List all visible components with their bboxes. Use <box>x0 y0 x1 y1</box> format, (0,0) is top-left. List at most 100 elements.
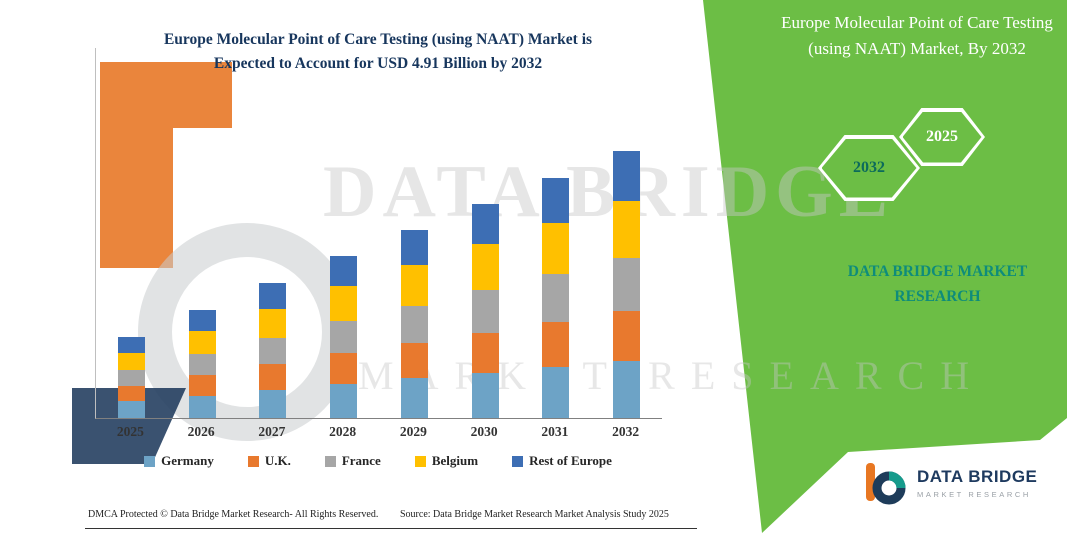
x-axis-label-2026: 2026 <box>187 424 215 439</box>
bar-segment-germany-2027 <box>259 389 287 418</box>
stacked-bar-2030 <box>471 203 499 418</box>
stacked-bar-2026 <box>188 309 216 418</box>
hexagon-2025-inner: 2025 <box>902 111 982 163</box>
legend-swatch-u-k- <box>247 455 259 467</box>
bar-segment-france-2030 <box>471 289 499 333</box>
legend-swatch-rest-of-europe <box>512 455 524 467</box>
bar-segment-rest-of-europe-2032 <box>613 151 641 201</box>
stacked-bar-2029 <box>400 230 428 418</box>
hexagon-2032-inner: 2032 <box>821 138 917 198</box>
bar-segment-france-2028 <box>330 321 358 354</box>
footer-divider <box>85 528 697 529</box>
logo-orange-bar <box>866 463 875 501</box>
x-axis-label-2029: 2029 <box>399 424 427 439</box>
bar-segment-rest-of-europe-2030 <box>471 203 499 244</box>
company-logo-icon <box>866 463 906 505</box>
bar-segment-rest-of-europe-2025 <box>117 336 145 353</box>
side-panel-title: Europe Molecular Point of Care Testing (… <box>781 13 1053 59</box>
side-panel-brand-line2: RESEARCH <box>894 287 981 305</box>
bar-slot-2028 <box>308 48 379 418</box>
hexagon-2025-label: 2025 <box>926 128 958 145</box>
bar-segment-france-2025 <box>117 370 145 386</box>
bar-segment-germany-2032 <box>613 361 641 418</box>
x-axis-label-2028: 2028 <box>329 424 357 439</box>
bar-segment-u-k--2025 <box>117 385 145 402</box>
bar-segment-rest-of-europe-2026 <box>188 309 216 332</box>
bar-segment-belgium-2026 <box>188 331 216 354</box>
bar-segment-france-2032 <box>613 258 641 312</box>
bar-slot-2025 <box>96 48 167 418</box>
chart-legend: Germany U.K. France Belgium Rest of Europe <box>88 453 668 469</box>
x-axis-label-2031: 2031 <box>541 424 569 439</box>
bars-container <box>96 48 662 418</box>
stacked-bar-2025 <box>117 336 145 418</box>
bar-segment-france-2031 <box>542 274 570 323</box>
bar-segment-u-k--2026 <box>188 375 216 396</box>
legend-label-rest-of-europe: Rest of Europe <box>529 453 612 468</box>
bar-segment-france-2027 <box>259 337 287 365</box>
bar-segment-u-k--2030 <box>471 332 499 373</box>
legend-item-rest-of-europe: Rest of Europe <box>512 453 612 469</box>
bar-segment-rest-of-europe-2027 <box>259 283 287 309</box>
legend-item-france: France <box>324 453 381 469</box>
company-logo-name: DATA BRIDGE <box>917 467 1038 486</box>
bar-segment-u-k--2027 <box>259 364 287 390</box>
bar-segment-u-k--2031 <box>542 322 570 368</box>
bar-slot-2027 <box>238 48 309 418</box>
bar-segment-belgium-2031 <box>542 222 570 275</box>
company-logo: DATA BRIDGE MARKET RESEARCH <box>862 460 1037 506</box>
stacked-bar-2027 <box>259 283 287 418</box>
bar-segment-germany-2025 <box>117 401 145 418</box>
bar-slot-2029 <box>379 48 450 418</box>
stacked-bar-2032 <box>613 151 641 418</box>
bar-segment-rest-of-europe-2029 <box>400 230 428 266</box>
bar-segment-u-k--2028 <box>330 353 358 384</box>
bar-segment-rest-of-europe-2031 <box>542 178 570 223</box>
company-logo-text: DATA BRIDGE MARKET RESEARCH <box>917 467 1037 499</box>
bar-segment-belgium-2027 <box>259 308 287 338</box>
bar-segment-belgium-2032 <box>613 200 641 259</box>
footer-source-text: Source: Data Bridge Market Research Mark… <box>400 509 669 520</box>
plot-area <box>95 48 662 419</box>
bar-slot-2026 <box>167 48 238 418</box>
bar-slot-2030 <box>450 48 521 418</box>
bar-segment-belgium-2030 <box>471 243 499 290</box>
x-axis-labels: 2025 2026 2027 2028 2029 2030 2031 2032 <box>95 424 661 440</box>
bar-slot-2032 <box>591 48 662 418</box>
bar-segment-germany-2028 <box>330 383 358 418</box>
legend-swatch-belgium <box>414 455 426 467</box>
legend-label-germany: Germany <box>161 453 214 468</box>
bar-segment-belgium-2029 <box>400 265 428 306</box>
legend-item-belgium: Belgium <box>414 453 479 469</box>
hexagon-2032-label: 2032 <box>853 159 885 176</box>
legend-swatch-france <box>324 455 336 467</box>
bar-segment-germany-2031 <box>542 367 570 418</box>
legend-item-germany: Germany <box>144 453 214 469</box>
side-panel-brand: DATA BRIDGE MARKET RESEARCH <box>830 260 1045 310</box>
bar-segment-germany-2029 <box>400 378 428 418</box>
x-axis-label-2025: 2025 <box>116 424 144 439</box>
x-axis-label-2027: 2027 <box>258 424 286 439</box>
chart-title-line2: Expected to Account for USD 4.91 Billion… <box>213 55 543 73</box>
bar-slot-2031 <box>521 48 592 418</box>
bar-segment-belgium-2025 <box>117 352 145 371</box>
bar-segment-france-2029 <box>400 305 428 344</box>
bar-segment-germany-2026 <box>188 395 216 418</box>
bar-segment-france-2026 <box>188 353 216 376</box>
footer-dmca-text: DMCA Protected © Data Bridge Market Rese… <box>88 509 379 520</box>
legend-label-u-k-: U.K. <box>264 453 291 468</box>
bar-segment-belgium-2028 <box>330 286 358 322</box>
x-axis-label-2030: 2030 <box>470 424 498 439</box>
legend-label-belgium: Belgium <box>431 453 479 468</box>
stacked-bar-2031 <box>542 178 570 418</box>
legend-swatch-germany <box>144 455 156 467</box>
legend-label-france: France <box>341 453 381 468</box>
chart-title-line1: Europe Molecular Point of Care Testing (… <box>163 31 593 48</box>
chart-title: Europe Molecular Point of Care Testing (… <box>88 28 668 76</box>
side-panel-brand-line1: DATA BRIDGE MARKET <box>847 263 1028 280</box>
legend-item-u-k-: U.K. <box>247 453 291 469</box>
x-axis-label-2032: 2032 <box>612 424 640 439</box>
bar-segment-u-k--2029 <box>400 343 428 379</box>
bar-segment-u-k--2032 <box>613 311 641 362</box>
